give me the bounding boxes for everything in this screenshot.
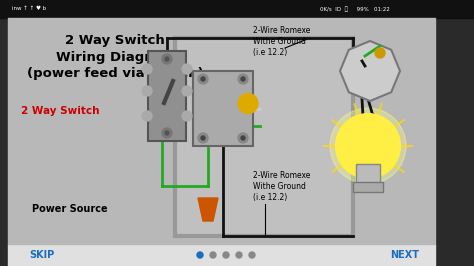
- Text: SKIP: SKIP: [29, 250, 55, 260]
- Circle shape: [375, 48, 385, 58]
- Circle shape: [201, 77, 205, 81]
- Bar: [175, 38, 353, 236]
- Text: 2-Wire Romexe
Withe Ground
(i.e 12.2): 2-Wire Romexe Withe Ground (i.e 12.2): [253, 171, 310, 202]
- Circle shape: [238, 74, 248, 84]
- Text: NEXT: NEXT: [391, 250, 419, 260]
- Bar: [193, 71, 253, 146]
- Circle shape: [238, 94, 258, 114]
- Circle shape: [165, 57, 169, 61]
- Circle shape: [197, 252, 203, 258]
- Circle shape: [249, 252, 255, 258]
- Circle shape: [165, 131, 169, 135]
- Circle shape: [142, 64, 152, 74]
- Text: inw ↑ ↑ ♥ b: inw ↑ ↑ ♥ b: [12, 6, 46, 11]
- Text: Power Source: Power Source: [32, 204, 108, 214]
- Text: 2 Way Switch: 2 Way Switch: [21, 106, 99, 116]
- Bar: [148, 51, 186, 141]
- Circle shape: [182, 86, 192, 96]
- Circle shape: [182, 111, 192, 121]
- Circle shape: [241, 77, 245, 81]
- Polygon shape: [198, 198, 218, 221]
- Circle shape: [142, 111, 152, 121]
- Circle shape: [182, 64, 192, 74]
- Bar: [353, 182, 383, 192]
- Circle shape: [241, 136, 245, 140]
- Text: 0K/s  ID  ⏰     99%   01:22: 0K/s ID ⏰ 99% 01:22: [320, 6, 390, 12]
- Bar: [356, 164, 380, 184]
- Circle shape: [336, 114, 400, 178]
- Circle shape: [162, 54, 172, 64]
- Text: 2-Wire Romexe
Withe Ground
(i.e 12.2): 2-Wire Romexe Withe Ground (i.e 12.2): [253, 26, 310, 57]
- Text: 2 Way Switch
Wiring Diagram
(power feed via switch): 2 Way Switch Wiring Diagram (power feed …: [27, 34, 203, 80]
- Circle shape: [238, 133, 248, 143]
- Circle shape: [236, 252, 242, 258]
- Circle shape: [201, 136, 205, 140]
- Circle shape: [198, 133, 208, 143]
- Circle shape: [210, 252, 216, 258]
- Circle shape: [330, 108, 406, 184]
- Circle shape: [162, 128, 172, 138]
- Circle shape: [198, 74, 208, 84]
- Circle shape: [223, 252, 229, 258]
- Circle shape: [142, 86, 152, 96]
- Polygon shape: [340, 41, 400, 101]
